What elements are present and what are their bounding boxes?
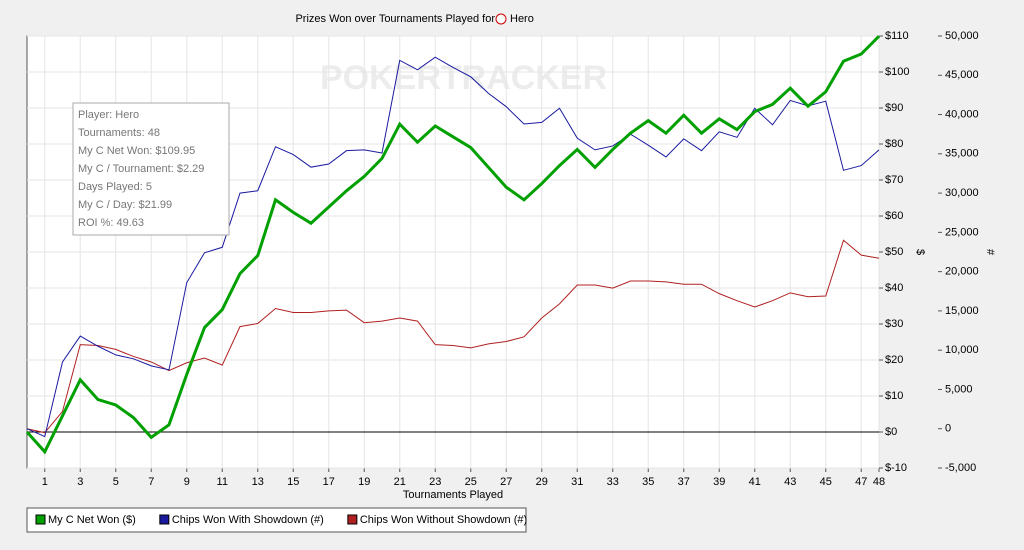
x-tick-label: 19 xyxy=(358,476,370,488)
tooltip-box xyxy=(72,102,230,236)
y2-tick-label: 10,000 xyxy=(945,344,979,356)
player-icon xyxy=(495,13,507,25)
x-tick-label: 21 xyxy=(394,476,406,488)
y2-tick-label: 45,000 xyxy=(945,69,979,81)
y2-axis-label: # xyxy=(984,249,996,256)
y-tick-label: $60 xyxy=(885,210,903,222)
x-tick-label: 29 xyxy=(536,476,548,488)
tooltip-line: My C / Day: $21.99 xyxy=(78,199,172,211)
y-tick-label: $80 xyxy=(885,138,903,150)
legend-label: Chips Won With Showdown (#) xyxy=(172,514,324,526)
y2-tick-label: -5,000 xyxy=(945,462,976,474)
y-tick-label: $110 xyxy=(885,30,909,42)
x-tick-label: 43 xyxy=(784,476,796,488)
y-tick-label: $70 xyxy=(885,174,903,186)
y2-tick-label: 25,000 xyxy=(945,226,979,238)
watermark: POKERTRACKER xyxy=(320,59,607,97)
x-tick-label: 39 xyxy=(713,476,725,488)
tooltip-line: My C Net Won: $109.95 xyxy=(78,145,195,157)
y2-tick-label: 0 xyxy=(945,423,951,435)
legend-swatch xyxy=(159,514,170,525)
x-tick-label: 17 xyxy=(323,476,335,488)
y2-tick-label: 15,000 xyxy=(945,305,979,317)
series-line xyxy=(26,239,880,434)
x-tick-label: 9 xyxy=(184,476,190,488)
y-axis-label: $ xyxy=(914,249,926,255)
y2-tick-label: 40,000 xyxy=(945,108,979,120)
x-tick-label: 7 xyxy=(148,476,154,488)
y-tick-label: $0 xyxy=(885,426,897,438)
x-tick-label: 23 xyxy=(429,476,441,488)
x-tick-label: 25 xyxy=(465,476,477,488)
x-tick-label: 1 xyxy=(42,476,48,488)
y-tick-label: $90 xyxy=(885,102,903,114)
x-tick-label: 35 xyxy=(642,476,654,488)
tooltip-line: Days Played: 5 xyxy=(78,181,152,193)
x-tick-label: 33 xyxy=(607,476,619,488)
chart-title-player: Hero xyxy=(510,13,534,25)
x-tick-label: 15 xyxy=(287,476,299,488)
y-tick-label: $-10 xyxy=(885,462,907,474)
legend-label: My C Net Won ($) xyxy=(48,514,136,526)
y-tick-label: $100 xyxy=(885,66,909,78)
x-tick-label: 41 xyxy=(749,476,761,488)
y2-tick-label: 5,000 xyxy=(945,383,973,395)
tooltip-line: ROI %: 49.63 xyxy=(78,217,144,229)
y-tick-label: $50 xyxy=(885,246,903,258)
y2-tick-label: 35,000 xyxy=(945,148,979,160)
x-tick-label: 45 xyxy=(820,476,832,488)
x-axis-label: Tournaments Played xyxy=(403,489,503,501)
x-tick-label: 13 xyxy=(252,476,264,488)
legend-swatch xyxy=(347,514,358,525)
y-tick-label: $10 xyxy=(885,390,903,402)
x-tick-label: 5 xyxy=(113,476,119,488)
x-tick-label: 47 xyxy=(855,476,867,488)
tooltip-line: Tournaments: 48 xyxy=(78,127,160,139)
y2-tick-label: 20,000 xyxy=(945,266,979,278)
series-line xyxy=(26,56,880,438)
y-tick-label: $20 xyxy=(885,354,903,366)
chart-title: Prizes Won over Tournaments Played for xyxy=(295,13,495,25)
x-tick-label: 48 xyxy=(873,476,885,488)
legend xyxy=(26,507,527,533)
legend-swatch xyxy=(35,514,46,525)
x-tick-label: 37 xyxy=(678,476,690,488)
y-tick-label: $30 xyxy=(885,318,903,330)
y2-tick-label: 30,000 xyxy=(945,187,979,199)
y-tick-label: $40 xyxy=(885,282,903,294)
x-tick-label: 11 xyxy=(217,476,228,488)
tooltip-line: My C / Tournament: $2.29 xyxy=(78,163,204,175)
x-tick-label: 27 xyxy=(500,476,512,488)
x-tick-label: 3 xyxy=(77,476,83,488)
series-line xyxy=(25,35,881,455)
legend-label: Chips Won Without Showdown (#) xyxy=(360,514,527,526)
y2-tick-label: 50,000 xyxy=(945,30,979,42)
x-tick-label: 31 xyxy=(571,476,583,488)
tooltip-line: Player: Hero xyxy=(78,109,139,121)
